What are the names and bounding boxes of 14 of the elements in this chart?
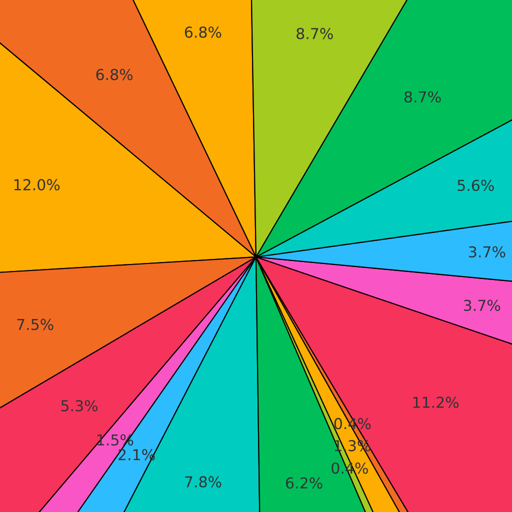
data-label: 8.7% <box>404 91 441 103</box>
data-label: 12.0% <box>14 179 60 190</box>
data-label: 8.7% <box>296 28 333 40</box>
data-label: 3.7% <box>464 300 500 312</box>
data-label: 7.8% <box>185 476 222 488</box>
data-label: 5.6% <box>458 180 494 192</box>
data-label: 6.2% <box>286 477 322 489</box>
data-label: 11.2% <box>413 396 459 408</box>
data-label: 5.3% <box>61 400 98 412</box>
data-label: 0.4% <box>332 462 368 474</box>
data-label: 6.8% <box>96 68 133 80</box>
data-label: 3.7% <box>469 246 506 258</box>
data-label: 6.8% <box>184 26 222 38</box>
data-label: 7.5% <box>17 318 54 330</box>
